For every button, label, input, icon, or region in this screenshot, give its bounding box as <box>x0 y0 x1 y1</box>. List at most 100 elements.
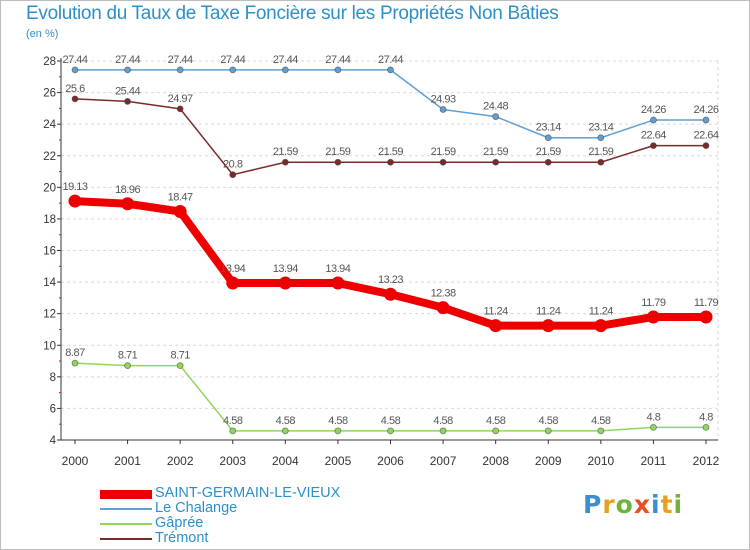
data-label: 27.44 <box>378 54 403 66</box>
data-point <box>387 66 394 74</box>
data-label: 24.93 <box>431 93 456 105</box>
data-label: 21.59 <box>325 146 350 158</box>
legend-label: Gâprée <box>155 515 204 531</box>
data-point <box>229 171 237 179</box>
x-tick-label: 2004 <box>272 454 299 468</box>
data-label: 19.13 <box>62 181 87 193</box>
legend-item: Le Chalange <box>100 500 400 517</box>
data-point <box>281 66 289 74</box>
x-tick-label: 2006 <box>377 454 404 468</box>
data-point <box>384 287 397 301</box>
logo-letter: o <box>615 490 634 519</box>
data-label: 21.59 <box>483 146 508 158</box>
legend-item: SAINT-GERMAIN-LE-VIEUX <box>100 485 400 502</box>
data-label: 23.14 <box>588 122 613 134</box>
x-tick-label: 2003 <box>219 454 246 468</box>
x-tick-label: 2011 <box>641 454 667 468</box>
data-label: 27.44 <box>62 54 87 66</box>
x-tick-label: 2008 <box>482 454 509 468</box>
proxiti-logo: Proxiti <box>583 490 683 519</box>
x-tick-label: 2012 <box>693 454 720 468</box>
data-point <box>702 142 710 150</box>
data-point <box>334 427 342 435</box>
data-point <box>544 427 552 435</box>
data-label: 13.94 <box>325 263 350 275</box>
data-point <box>71 95 79 103</box>
y-tick-label: 14 <box>43 277 56 289</box>
data-point <box>278 276 292 290</box>
data-point <box>492 158 500 166</box>
x-tick-label: 2009 <box>535 454 562 468</box>
data-label: 24.26 <box>693 104 718 116</box>
data-label: 4.58 <box>276 415 296 427</box>
data-point <box>173 204 187 218</box>
data-point <box>281 427 289 435</box>
data-point <box>387 427 394 435</box>
data-point <box>492 427 500 435</box>
data-label: 4.8 <box>647 411 661 423</box>
data-label: 4.58 <box>433 415 453 427</box>
x-tick-label: 2007 <box>430 454 457 468</box>
data-point <box>124 362 131 370</box>
data-label: 27.44 <box>273 54 298 66</box>
data-label: 4.58 <box>539 415 559 427</box>
data-label: 22.64 <box>641 130 666 142</box>
data-label: 24.26 <box>641 104 666 116</box>
data-label: 18.47 <box>168 191 193 203</box>
data-label: 13.23 <box>378 274 403 286</box>
data-label: 27.44 <box>115 54 140 66</box>
legend-swatch <box>100 538 152 540</box>
data-point <box>702 116 710 124</box>
data-point <box>650 142 657 150</box>
data-label: 18.96 <box>115 184 140 196</box>
data-label: 21.59 <box>536 146 561 158</box>
y-tick-label: 24 <box>43 119 56 131</box>
data-label: 27.44 <box>325 54 350 66</box>
data-label: 11.24 <box>589 306 614 318</box>
data-label: 11.79 <box>694 297 719 309</box>
data-label: 20.8 <box>223 159 243 171</box>
data-label: 13.94 <box>273 263 298 275</box>
y-tick-label: 8 <box>50 372 56 384</box>
data-point <box>597 134 605 142</box>
legend-item: Trémont <box>100 530 400 547</box>
data-label: 12.38 <box>431 288 456 300</box>
y-tick-label: 22 <box>43 151 56 163</box>
data-label: 4.58 <box>486 415 506 427</box>
data-label: 8.71 <box>118 350 138 362</box>
y-tick-label: 10 <box>43 340 56 352</box>
data-point <box>699 310 713 324</box>
y-tick-label: 28 <box>43 56 56 68</box>
chart-title: Evolution du Taux de Taxe Foncière sur l… <box>26 3 559 24</box>
data-point <box>544 158 552 166</box>
data-label: 11.24 <box>484 306 509 318</box>
data-point <box>124 66 131 74</box>
data-point <box>71 359 79 367</box>
data-point <box>176 105 184 113</box>
y-tick-label: 4 <box>50 435 57 447</box>
data-label: 4.8 <box>699 411 713 423</box>
y-tick-label: 16 <box>43 246 56 258</box>
data-label: 4.58 <box>591 415 611 427</box>
y-tick-label: 6 <box>50 403 56 415</box>
legend-swatch <box>100 508 152 510</box>
data-label: 27.44 <box>168 54 193 66</box>
data-label: 24.48 <box>483 101 508 113</box>
data-point <box>281 158 289 166</box>
logo-letter: P <box>583 490 603 519</box>
data-point <box>176 66 184 74</box>
data-point <box>489 319 503 333</box>
data-point <box>334 66 342 74</box>
data-point <box>541 319 555 333</box>
data-point <box>646 310 660 324</box>
logo-letter: i <box>651 490 661 519</box>
data-label: 8.71 <box>170 350 190 362</box>
data-point <box>229 427 237 435</box>
data-point <box>436 301 450 315</box>
x-tick-label: 2010 <box>587 454 614 468</box>
data-point <box>650 116 657 124</box>
data-label: 25.44 <box>115 85 140 97</box>
data-label: 8.87 <box>65 347 85 359</box>
legend-label: Trémont <box>155 530 209 546</box>
